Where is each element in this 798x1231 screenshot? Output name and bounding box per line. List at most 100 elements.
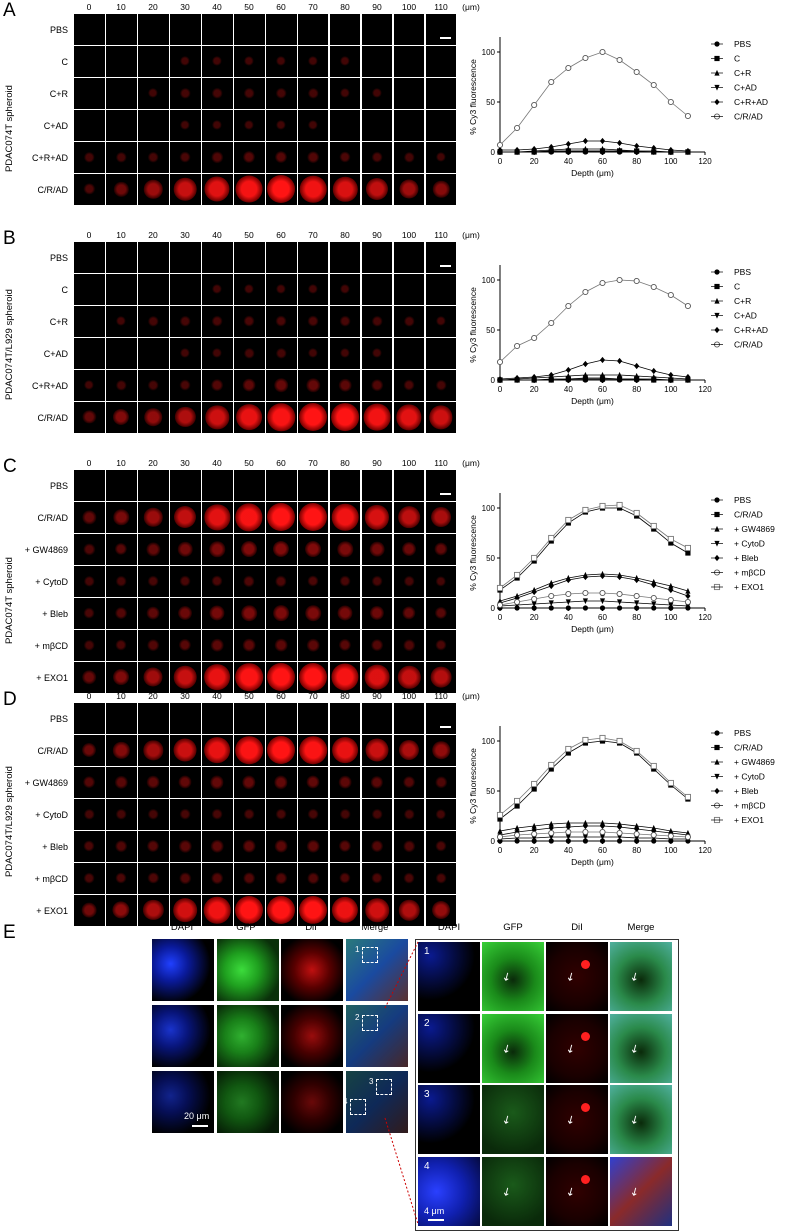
spheroid-signal	[340, 284, 351, 295]
spheroid-image	[393, 45, 425, 77]
spheroid-signal	[116, 380, 127, 391]
legend-label: C+R+AD	[734, 325, 768, 335]
e-zoom-scale-label: 4 μm	[424, 1205, 445, 1216]
e-zoom-image: ↙	[546, 1013, 608, 1083]
spheroid-image	[329, 862, 361, 894]
data-point	[496, 584, 504, 592]
spheroid-image	[233, 14, 265, 45]
legend-label: C/R/AD	[734, 112, 763, 122]
spheroid-image	[265, 401, 297, 433]
data-point	[599, 356, 606, 364]
spheroid-signal	[276, 56, 287, 67]
spheroid-signal	[372, 88, 383, 99]
y-tick-label: 0	[491, 376, 496, 385]
data-point	[599, 279, 606, 287]
spheroid-image	[169, 862, 201, 894]
spheroid-image	[361, 830, 393, 862]
data-point	[496, 601, 504, 609]
spheroid-signal	[173, 665, 197, 689]
legend-label: C	[734, 54, 740, 64]
spheroid-image	[297, 894, 329, 926]
image-grid	[74, 242, 457, 433]
data-point	[531, 780, 538, 788]
e-roi-box	[362, 947, 378, 963]
spheroid-image	[233, 766, 265, 798]
spheroid-image	[137, 565, 169, 597]
spheroid-image	[233, 597, 265, 629]
spheroid-image	[329, 629, 361, 661]
spheroid-signal	[180, 56, 191, 67]
depth-tick-label: 90	[372, 458, 382, 468]
spheroid-signal	[204, 176, 230, 202]
depth-tick-label: 0	[86, 691, 92, 701]
data-point	[668, 540, 674, 546]
spheroid-image	[329, 305, 361, 337]
spheroid-signal	[275, 808, 287, 820]
spheroid-image	[329, 141, 361, 173]
spheroid-image	[105, 242, 137, 273]
data-point	[514, 824, 520, 831]
legend-label: C+AD	[734, 311, 757, 321]
spheroid-image	[201, 703, 233, 734]
spheroid-image	[105, 798, 137, 830]
data-point	[668, 582, 674, 589]
depth-tick-label: 20	[148, 230, 158, 240]
data-point	[634, 605, 640, 611]
data-point	[548, 592, 555, 600]
spheroid-signal	[275, 872, 288, 885]
spheroid-signal	[116, 152, 127, 163]
data-point	[565, 576, 571, 584]
legend-label: + mβCD	[734, 568, 766, 578]
spheroid-image	[105, 830, 137, 862]
spheroid-image	[233, 565, 265, 597]
spheroid-signal	[306, 378, 320, 392]
e-zoom-image: ↙	[610, 1156, 672, 1226]
e-zoom-image: ↙	[610, 1085, 672, 1154]
data-point	[616, 376, 623, 383]
spheroid-image	[74, 14, 105, 45]
spheroid-image	[169, 501, 201, 533]
spheroid-image	[74, 862, 105, 894]
data-point	[651, 578, 657, 585]
spheroid-image	[361, 862, 393, 894]
spheroid-image	[169, 273, 201, 305]
spheroid-signal	[83, 872, 95, 884]
spheroid-image	[425, 798, 457, 830]
data-point	[633, 277, 640, 285]
spheroid-image	[201, 77, 233, 109]
data-point	[582, 834, 589, 841]
spheroid-signal	[307, 315, 319, 327]
spheroid-signal	[332, 897, 359, 924]
e-zoom-col-dapi: DAPI	[437, 922, 461, 933]
spheroid-signal	[396, 404, 422, 430]
spheroid-image	[233, 629, 265, 661]
spheroid-image	[105, 766, 137, 798]
spheroid-image	[297, 401, 329, 433]
data-point	[634, 376, 640, 383]
spheroid-image	[233, 337, 265, 369]
data-point	[582, 288, 589, 296]
spheroid-image	[233, 77, 265, 109]
spheroid-signal	[403, 575, 415, 587]
spheroid-signal	[339, 315, 351, 327]
scale-bar	[440, 725, 452, 728]
x-axis-label: Depth (μm)	[571, 624, 614, 634]
spheroid-image	[425, 305, 457, 337]
spheroid-image	[425, 703, 457, 734]
data-point	[651, 367, 657, 375]
x-tick-label: 80	[632, 846, 641, 855]
data-point	[616, 834, 623, 841]
e-zoom-image: ↙	[482, 1085, 544, 1154]
e-zoom-image: ↙	[546, 1156, 608, 1226]
spheroid-image	[393, 305, 425, 337]
spheroid-signal	[148, 379, 159, 391]
data-point	[565, 828, 572, 836]
spheroid-image	[201, 597, 233, 629]
series-line	[499, 737, 689, 816]
spheroid-image	[105, 629, 137, 661]
spheroid-image	[265, 273, 297, 305]
spheroid-signal	[244, 284, 255, 295]
data-point	[616, 605, 623, 611]
spheroid-signal	[365, 505, 390, 530]
series-line	[500, 140, 688, 152]
